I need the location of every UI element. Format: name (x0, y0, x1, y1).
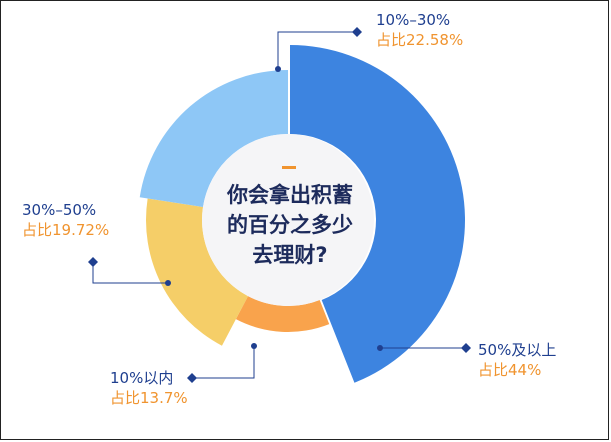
pie-slice (145, 198, 248, 346)
leader-line (192, 346, 255, 379)
leader-dot (377, 345, 383, 351)
slice-label: 10%以内 (110, 369, 174, 387)
slice-percent: 占比44% (478, 361, 542, 379)
leader-line (277, 31, 357, 69)
slice-percent: 占比13.7% (110, 389, 188, 407)
leader-diamond (352, 27, 362, 37)
leader-dot (165, 280, 171, 286)
title-line-2: 的百分之多少 (227, 213, 353, 237)
leader-dot (275, 66, 281, 72)
slice-percent: 占比22.58% (376, 31, 464, 49)
center-disc (202, 134, 374, 306)
pie-slice (235, 296, 330, 333)
title-line-1: 你会拿出积蓄 (227, 183, 353, 207)
leader-diamond (461, 343, 471, 353)
title-line-3: 去理财? (252, 243, 328, 267)
label-50-plus: 50%及以上 占比44% (478, 340, 556, 380)
pie-slice (139, 70, 288, 207)
slice-label: 10%–30% (376, 11, 451, 29)
label-10-30: 10%–30% 占比22.58% (376, 10, 463, 50)
pie-slice (290, 45, 465, 383)
slice-label: 50%及以上 (478, 341, 557, 359)
label-under-10: 10%以内 占比13.7% (110, 368, 188, 408)
leader-dot (251, 343, 257, 349)
leader-diamond (187, 373, 197, 383)
leader-diamond (88, 257, 98, 267)
slice-percent: 占比19.72% (22, 221, 110, 239)
slice-label: 30%–50% (22, 201, 97, 219)
label-30-50: 30%–50% 占比19.72% (22, 200, 109, 240)
leader-line (92, 262, 168, 284)
title-accent-bar (282, 166, 296, 169)
chart-title: 你会拿出积蓄 的百分之多少 去理财? (205, 180, 375, 270)
